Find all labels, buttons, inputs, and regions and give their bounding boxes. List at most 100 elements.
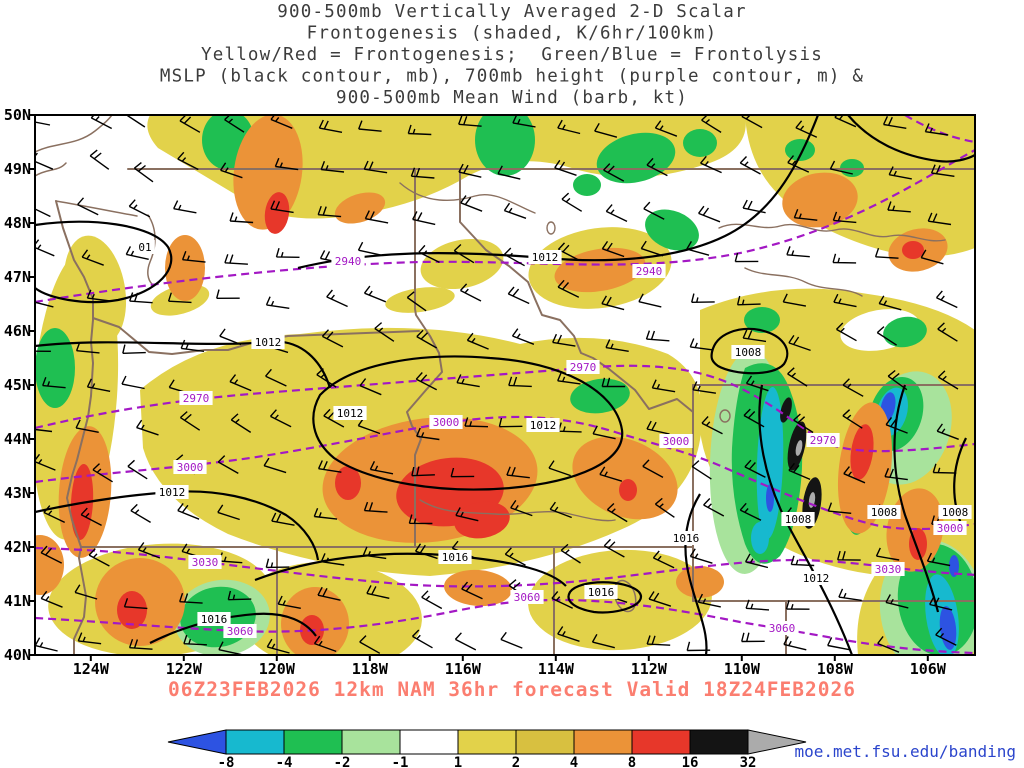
wind-barb — [265, 296, 290, 309]
wind-barb — [686, 641, 711, 652]
yellowstone-river — [744, 267, 863, 297]
wind-barb — [601, 377, 626, 388]
wind-barb — [458, 163, 482, 178]
wind-barb — [548, 460, 571, 477]
wind-barb — [92, 463, 113, 483]
wind-barb — [128, 638, 153, 650]
lat-label: 42N — [4, 538, 31, 556]
wind-barb — [317, 205, 342, 218]
colorbar-segment — [341, 729, 401, 755]
wind-barb — [744, 553, 769, 569]
wind-barb — [508, 376, 532, 388]
mslp-label: 01 — [138, 241, 151, 254]
wind-barb — [743, 408, 765, 428]
colorbar-segment — [283, 729, 343, 755]
wind-barb — [605, 204, 628, 223]
wind-barb — [230, 413, 252, 433]
height-contour — [35, 598, 975, 655]
height-label-bg — [173, 460, 207, 474]
wind-barb — [646, 157, 668, 177]
wind-barb — [785, 600, 810, 610]
wind-barb — [415, 372, 438, 391]
height-label: 2940 — [335, 255, 362, 268]
wind-barb — [686, 241, 710, 256]
wind-barb — [786, 246, 810, 258]
wind-barb — [173, 200, 197, 214]
wind-barb — [217, 504, 240, 521]
wind-barb — [35, 199, 51, 218]
wind-barb — [692, 381, 717, 394]
wind-barb — [90, 115, 113, 130]
lat-label: 41N — [4, 592, 31, 610]
lon-label: 116W — [445, 660, 482, 678]
mslp-label-bg — [938, 505, 972, 519]
colorbar-tick-label: -4 — [276, 755, 293, 768]
wind-barb — [836, 322, 857, 342]
wind-barb — [834, 115, 857, 128]
wind-barb — [601, 241, 625, 258]
wind-barb — [557, 279, 580, 298]
coastline — [55, 200, 94, 655]
mslp-contour — [312, 355, 624, 491]
wind-barb — [927, 212, 952, 226]
map-title-line: 900-500mb Vertically Averaged 2-D Scalar — [277, 2, 746, 22]
wind-barb — [646, 635, 671, 646]
shading-blob — [619, 479, 637, 501]
mslp-contour — [893, 384, 940, 613]
wind-barb — [739, 156, 761, 175]
wind-barb — [745, 599, 770, 611]
wind-barb — [218, 641, 242, 655]
wind-barb — [364, 210, 389, 224]
credit-link[interactable]: moe.met.fsu.edu/banding — [794, 742, 1016, 761]
mslp-label-bg — [584, 585, 618, 599]
wind-barb — [640, 240, 664, 257]
wind-barb — [697, 593, 721, 608]
wind-barb — [227, 590, 252, 601]
map-title: 900-500mb Vertically Averaged 2-D Scalar… — [160, 2, 863, 108]
height-label-bg — [871, 562, 905, 576]
wind-barb — [177, 502, 200, 520]
wind-barb — [229, 212, 254, 224]
wind-barb — [454, 632, 477, 651]
lon-label: 118W — [352, 660, 389, 678]
wind-barb — [829, 160, 853, 175]
wind-barb — [363, 160, 388, 174]
wind-barb — [788, 462, 811, 481]
wind-barb — [320, 160, 345, 173]
wind-barb — [700, 155, 722, 174]
height-label-bg — [223, 624, 257, 638]
mslp-label-bg — [333, 406, 367, 420]
wind-barb — [504, 247, 525, 267]
vancouver-island-coast — [35, 115, 113, 177]
wind-barb — [89, 149, 110, 170]
wind-barb — [790, 555, 815, 567]
wind-barb — [362, 546, 387, 560]
wind-barb — [935, 290, 958, 309]
wind-barb — [793, 209, 818, 221]
height-label: 3000 — [663, 435, 690, 448]
wind-barb — [217, 455, 239, 475]
wind-barb — [266, 638, 290, 654]
wind-barb — [511, 328, 535, 345]
wind-barb — [935, 627, 957, 646]
wind-barb — [691, 460, 712, 480]
mslp-label-bg — [528, 250, 562, 264]
wind-barb — [557, 242, 580, 261]
shading-blob — [780, 397, 792, 423]
wind-barb — [832, 253, 857, 264]
wind-barb — [416, 427, 440, 441]
wind-barb — [35, 453, 56, 471]
wind-barb — [125, 246, 149, 260]
wind-barb — [326, 289, 348, 308]
wind-barb — [363, 285, 387, 303]
shading-blob — [264, 192, 290, 234]
shading-blob — [444, 569, 512, 607]
wind-barb — [263, 457, 287, 474]
wind-barb — [500, 631, 523, 649]
mslp-label-bg — [526, 418, 560, 432]
wind-barb — [75, 342, 100, 354]
wind-barb — [874, 247, 899, 259]
height-label-bg — [806, 433, 840, 447]
